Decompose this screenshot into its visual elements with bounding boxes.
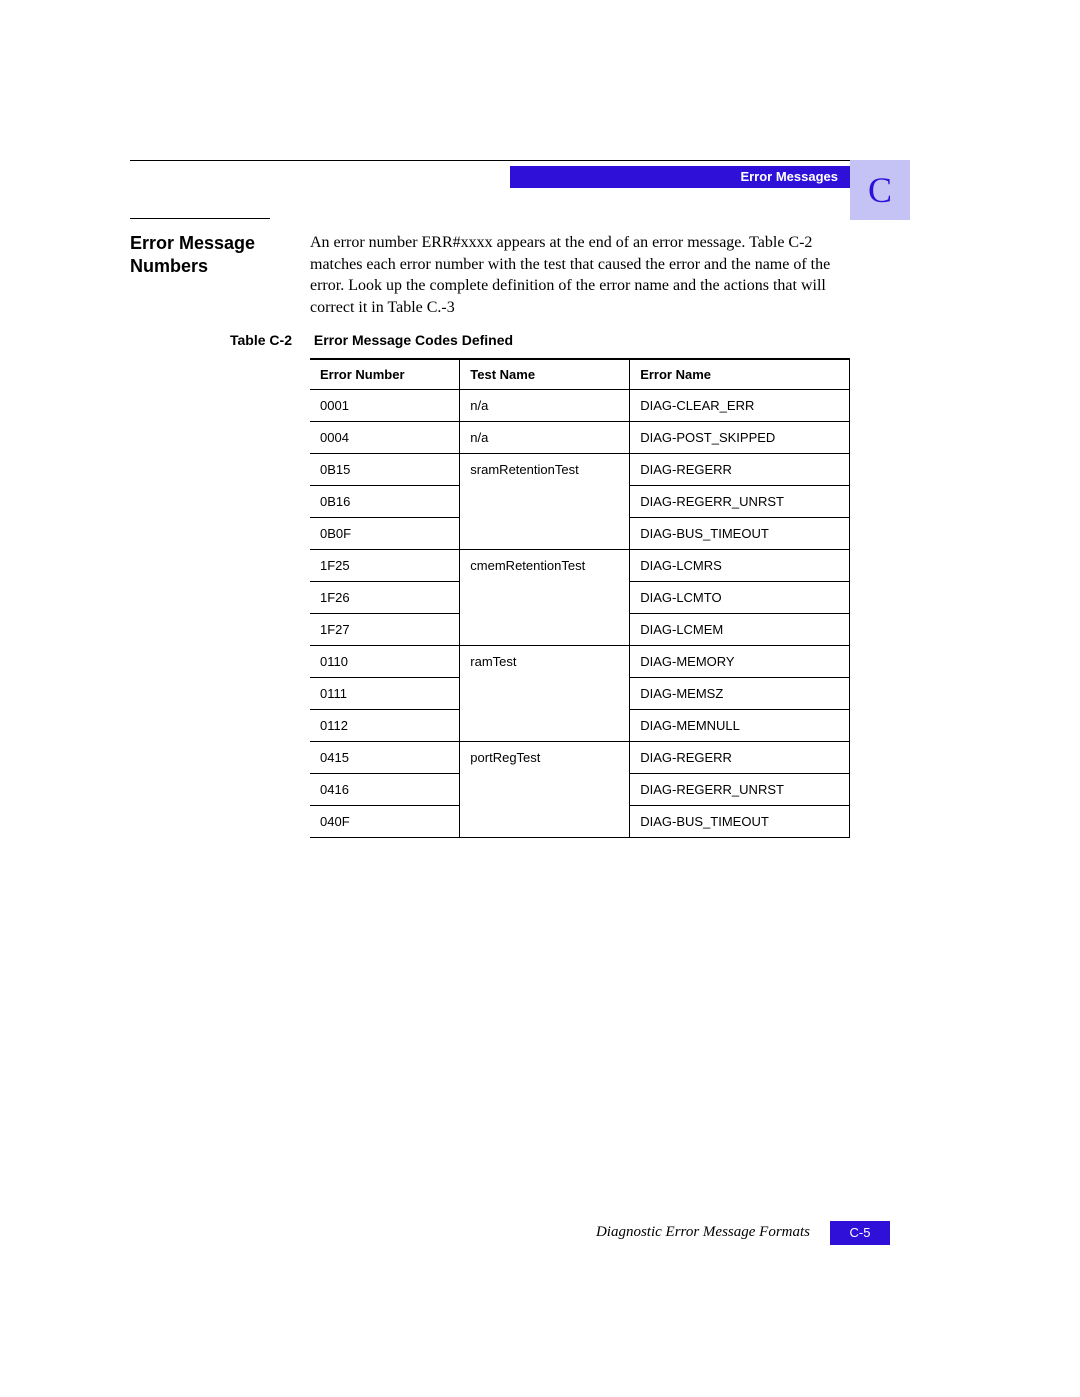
cell-error-number: 0110 [310,646,460,678]
cell-error-name: DIAG-REGERR [630,454,850,486]
table-row: 0415portRegTestDIAG-REGERR [310,742,850,774]
cell-error-name: DIAG-MEMORY [630,646,850,678]
error-codes-table: Error Number Test Name Error Name 0001n/… [310,358,850,838]
page-footer: Diagnostic Error Message Formats C-5 [130,1224,890,1248]
col-header-test-name: Test Name [460,359,630,390]
cell-error-number: 0B16 [310,486,460,518]
cell-error-number: 1F26 [310,582,460,614]
cell-error-name: DIAG-BUS_TIMEOUT [630,518,850,550]
cell-error-number: 0112 [310,710,460,742]
col-header-error-number: Error Number [310,359,460,390]
cell-test-name: portRegTest [460,742,630,838]
table-row: 1F25cmemRetentionTestDIAG-LCMRS [310,550,850,582]
col-header-error-name: Error Name [630,359,850,390]
cell-test-name: cmemRetentionTest [460,550,630,646]
cell-error-number: 0B15 [310,454,460,486]
cell-error-name: DIAG-REGERR [630,742,850,774]
section-heading: Error Message Numbers [130,232,290,279]
cell-error-number: 1F25 [310,550,460,582]
footer-text: Diagnostic Error Message Formats [596,1224,810,1241]
section-body: An error number ERR#xxxx appears at the … [310,232,850,318]
running-head: Error Messages [510,166,850,188]
cell-error-name: DIAG-BUS_TIMEOUT [630,806,850,838]
cell-error-number: 0004 [310,422,460,454]
section-rule [130,218,270,219]
appendix-tab: C [850,160,910,220]
cell-error-name: DIAG-POST_SKIPPED [630,422,850,454]
cell-error-name: DIAG-REGERR_UNRST [630,486,850,518]
cell-error-name: DIAG-MEMSZ [630,678,850,710]
table-row: 0001n/aDIAG-CLEAR_ERR [310,390,850,422]
cell-error-name: DIAG-LCMEM [630,614,850,646]
table-row: 0110ramTestDIAG-MEMORY [310,646,850,678]
footer-page-badge: C-5 [830,1221,890,1245]
table-row: 0004n/aDIAG-POST_SKIPPED [310,422,850,454]
cell-error-number: 1F27 [310,614,460,646]
table-caption-title: Error Message Codes Defined [314,332,513,348]
cell-test-name: sramRetentionTest [460,454,630,550]
top-rule [130,160,850,161]
cell-test-name: n/a [460,422,630,454]
table-row: 0B15sramRetentionTestDIAG-REGERR [310,454,850,486]
cell-error-number: 0416 [310,774,460,806]
table-header-row: Error Number Test Name Error Name [310,359,850,390]
cell-error-number: 0111 [310,678,460,710]
cell-test-name: n/a [460,390,630,422]
cell-error-name: DIAG-REGERR_UNRST [630,774,850,806]
table-caption: Table C-2 Error Message Codes Defined [230,332,513,348]
cell-error-number: 0B0F [310,518,460,550]
table-caption-label: Table C-2 [230,332,292,348]
cell-error-name: DIAG-MEMNULL [630,710,850,742]
cell-error-name: DIAG-LCMRS [630,550,850,582]
cell-error-number: 0415 [310,742,460,774]
cell-error-name: DIAG-CLEAR_ERR [630,390,850,422]
cell-error-number: 040F [310,806,460,838]
cell-error-number: 0001 [310,390,460,422]
cell-test-name: ramTest [460,646,630,742]
cell-error-name: DIAG-LCMTO [630,582,850,614]
